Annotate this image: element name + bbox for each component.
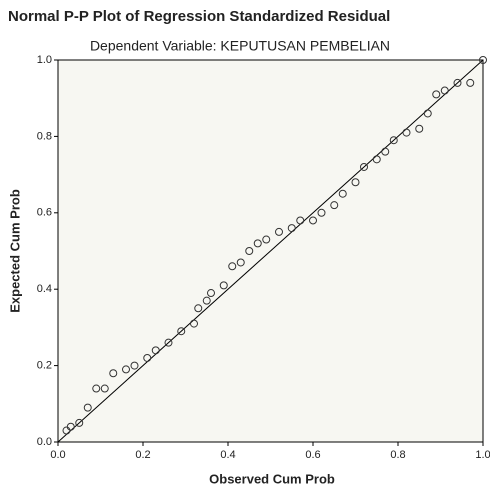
x-tick-label: 0.4 <box>220 449 235 461</box>
point <box>83 403 92 412</box>
point <box>351 178 360 187</box>
point <box>202 296 211 305</box>
point <box>109 369 118 378</box>
point <box>372 155 381 164</box>
chart-subtitle: Dependent Variable: KEPUTUSAN PEMBELIAN <box>90 38 390 54</box>
y-tick-label: 0.0 <box>37 436 52 448</box>
point <box>122 365 130 374</box>
point <box>92 384 101 393</box>
x-tick-label: 1.0 <box>475 449 490 461</box>
point <box>402 128 411 137</box>
point <box>453 78 462 87</box>
point <box>360 162 368 171</box>
x-tick-label: 0.8 <box>390 449 405 461</box>
point <box>75 418 84 427</box>
y-tick-label: 1.0 <box>37 54 52 66</box>
point <box>338 189 347 198</box>
point <box>228 262 237 271</box>
point <box>423 109 432 118</box>
point <box>262 235 271 244</box>
y-axis-label: Expected Cum Prob <box>7 189 22 313</box>
point <box>381 147 390 156</box>
point <box>309 216 317 225</box>
point <box>164 338 173 347</box>
point <box>432 90 441 99</box>
x-axis-label: Observed Cum Prob <box>209 471 335 486</box>
point <box>287 224 296 233</box>
chart-title: Normal P-P Plot of Regression Standardiz… <box>8 8 390 25</box>
point <box>466 78 475 87</box>
point <box>245 247 254 255</box>
y-tick-label: 0.8 <box>37 130 52 142</box>
y-tick-label: 0.2 <box>37 360 52 372</box>
point <box>236 258 245 267</box>
point <box>190 319 198 328</box>
x-tick-label: 0.6 <box>305 449 320 461</box>
point <box>440 86 449 95</box>
point <box>151 346 160 355</box>
point <box>177 327 186 336</box>
point <box>66 422 75 431</box>
x-tick-label: 0.0 <box>50 449 65 461</box>
point <box>143 353 152 362</box>
point <box>194 304 203 313</box>
point <box>317 208 326 217</box>
point <box>479 56 487 64</box>
x-tick-label: 0.2 <box>135 449 150 461</box>
point <box>130 361 139 370</box>
reference-line <box>57 59 484 443</box>
point <box>207 289 215 298</box>
point <box>253 239 262 248</box>
point <box>275 227 283 236</box>
point <box>219 281 228 290</box>
point <box>415 124 424 133</box>
y-tick-label: 0.6 <box>37 207 52 219</box>
point <box>389 136 398 145</box>
y-tick-label: 0.4 <box>37 283 52 295</box>
point <box>330 201 339 210</box>
point <box>100 384 109 393</box>
point <box>296 216 305 225</box>
